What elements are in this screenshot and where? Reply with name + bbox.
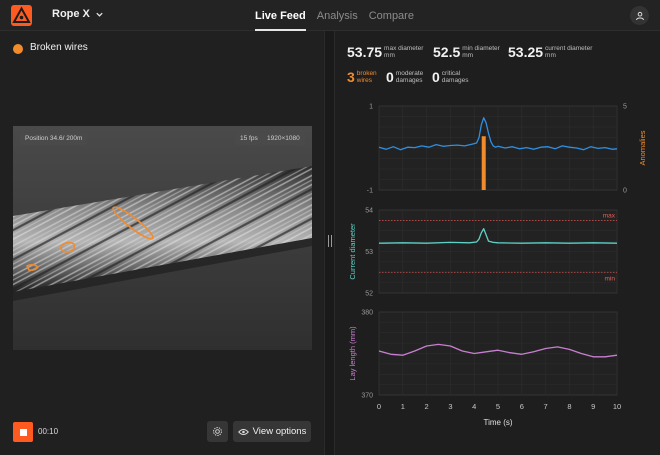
position-chip: Position 34.6/ 200m xyxy=(20,133,88,145)
tab-compare[interactable]: Compare xyxy=(368,10,414,22)
view-options-button[interactable]: View options xyxy=(233,421,311,442)
min-diameter-value: 52.5 xyxy=(433,44,461,60)
y-tick-label: 53 xyxy=(365,249,373,256)
tab-live-feed[interactable]: Live Feed xyxy=(255,0,306,31)
rope-selector-label: Rope X xyxy=(52,8,90,20)
x-tick-label: 6 xyxy=(520,402,524,411)
y-tick-label: 380 xyxy=(361,310,373,317)
y-tick-label: 370 xyxy=(361,393,373,400)
moderate-damages-unit: damages xyxy=(395,77,423,84)
alert-label: Broken wires xyxy=(30,42,88,53)
max-diameter-unit: mm xyxy=(384,52,395,59)
critical-damages-unit: damages xyxy=(441,77,469,84)
gear-icon xyxy=(213,427,222,436)
moderate-damages-value: 0 xyxy=(386,69,394,85)
current-diameter-unit: mm xyxy=(545,52,556,59)
y-tick-label: -1 xyxy=(367,188,373,195)
moderate-damages-count: 0 moderate damages xyxy=(386,69,423,85)
chevron-down-icon xyxy=(96,12,103,17)
damage-marker[interactable] xyxy=(60,241,76,253)
min-diameter-unit: mm xyxy=(462,52,474,59)
x-tick-label: 10 xyxy=(613,402,621,411)
view-options-label: View options xyxy=(252,426,307,437)
current-diameter-metric: 53.25 current diameter mm xyxy=(508,44,592,60)
camera-feed[interactable]: Position 34.6/ 200m 15 fps 1920×1080 xyxy=(13,126,312,350)
min-diameter-metric: 52.5 min diameter mm xyxy=(433,44,500,60)
x-axis-label: Time (s) xyxy=(483,418,512,427)
y-tick-label: 52 xyxy=(365,291,373,298)
fps-chip: 15 fps xyxy=(235,133,263,145)
limit-label-min: min xyxy=(605,275,616,282)
max-diameter-value: 53.75 xyxy=(347,44,383,60)
x-tick-label: 0 xyxy=(377,402,381,411)
stop-icon xyxy=(19,428,27,436)
user-button[interactable] xyxy=(630,6,649,25)
analysis-panel: 53.75 max diameter mm 52.5 min diameter mm… xyxy=(335,31,660,455)
max-diameter-label: max diameter xyxy=(384,45,424,52)
rope-selector[interactable]: Rope X xyxy=(52,8,104,20)
resolution-chip: 1920×1080 xyxy=(262,133,305,145)
rope-image xyxy=(13,126,312,350)
critical-damages-label: critical xyxy=(441,70,461,77)
y2-axis-label: Anomalies xyxy=(638,130,647,165)
current-diameter-value: 53.25 xyxy=(508,44,544,60)
series-line xyxy=(378,343,618,358)
user-icon xyxy=(635,11,644,20)
y-tick-label: 1 xyxy=(369,104,373,111)
x-tick-label: 7 xyxy=(544,402,548,411)
panel-divider[interactable] xyxy=(324,31,335,455)
y2-tick-label: 5 xyxy=(623,104,627,111)
max-diameter-metric: 53.75 max diameter mm xyxy=(347,44,423,60)
x-tick-label: 4 xyxy=(472,402,476,411)
x-tick-label: 1 xyxy=(401,402,405,411)
drag-handle-icon[interactable] xyxy=(328,235,332,247)
alert-dot xyxy=(13,44,23,54)
settings-button[interactable] xyxy=(207,421,228,442)
critical-damages-count: 0 critical damages xyxy=(432,69,469,85)
damage-marker[interactable] xyxy=(25,263,40,271)
series-line xyxy=(378,117,618,151)
x-tick-label: 5 xyxy=(496,402,500,411)
limit-label-max: max xyxy=(603,212,616,219)
tab-bar: Live Feed Analysis Compare xyxy=(255,0,425,31)
eye-icon xyxy=(237,428,249,435)
y-tick-label: 54 xyxy=(365,208,373,215)
min-diameter-label: min diameter xyxy=(462,45,500,52)
broken-wires-label: broken xyxy=(356,70,377,77)
live-feed-panel: Broken wires xyxy=(0,31,324,455)
moderate-damages-label: moderate xyxy=(395,70,424,77)
tab-analysis[interactable]: Analysis xyxy=(316,10,358,22)
y2-tick-label: 0 xyxy=(623,188,627,195)
damage-marker[interactable] xyxy=(110,204,156,243)
stop-recording-button[interactable] xyxy=(13,422,33,442)
broken-wires-count: 3 broken wires xyxy=(347,69,377,85)
series-line xyxy=(378,228,618,244)
x-tick-label: 9 xyxy=(591,402,595,411)
x-tick-label: 2 xyxy=(425,402,429,411)
anomaly-bar xyxy=(481,136,486,190)
broken-wires-value: 3 xyxy=(347,69,355,85)
recording-timer: 00:10 xyxy=(38,427,59,436)
logo-icon xyxy=(11,5,32,26)
x-tick-label: 8 xyxy=(567,402,571,411)
broken-wires-unit: wires xyxy=(356,77,372,84)
critical-damages-value: 0 xyxy=(432,69,440,85)
y-axis-label: Current diameter xyxy=(348,223,357,280)
x-tick-label: 3 xyxy=(448,402,452,411)
y-axis-label: Lay length (mm) xyxy=(348,326,357,381)
top-bar: Rope X Live Feed Analysis Compare xyxy=(0,0,660,31)
current-diameter-label: current diameter xyxy=(545,45,593,52)
